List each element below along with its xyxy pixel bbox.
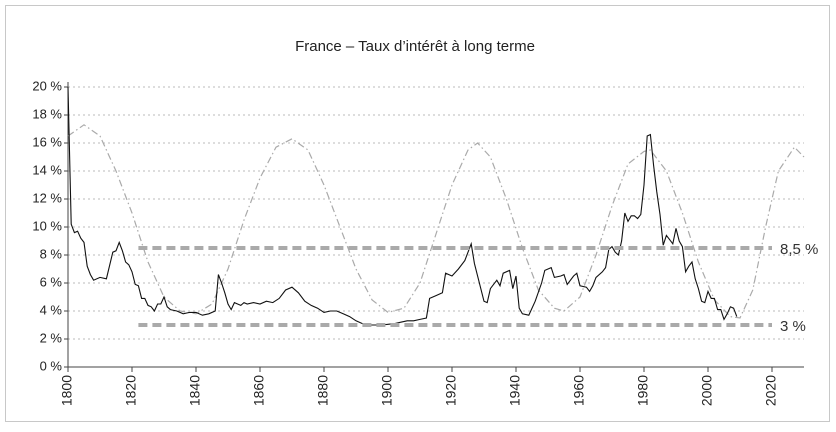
- reference-label: 3 %: [780, 318, 806, 335]
- x-tick-label: 2020: [763, 375, 779, 406]
- y-tick-label: 8 %: [40, 246, 63, 261]
- x-tick-label: 1860: [251, 375, 267, 406]
- y-tick-label: 12 %: [32, 190, 62, 205]
- x-tick-label: 1940: [507, 375, 523, 406]
- y-tick-label: 16 %: [32, 134, 62, 149]
- x-tick-label: 2000: [699, 375, 715, 406]
- chart-title: France – Taux d’intérêt à long terme: [295, 38, 535, 55]
- x-tick-label: 1920: [443, 375, 459, 406]
- x-tick-label: 1820: [123, 375, 139, 406]
- y-tick-label: 10 %: [32, 218, 62, 233]
- y-tick-label: 6 %: [40, 274, 63, 289]
- y-tick-label: 20 %: [32, 78, 62, 93]
- x-tick-label: 1980: [635, 375, 651, 406]
- y-tick-label: 14 %: [32, 162, 62, 177]
- y-tick-label: 18 %: [32, 106, 62, 121]
- x-tick-label: 1840: [187, 375, 203, 406]
- series-line: [67, 86, 738, 326]
- y-tick-label: 2 %: [40, 330, 63, 345]
- x-tick-label: 1880: [315, 375, 331, 406]
- series-line: [67, 124, 805, 319]
- x-tick-label: 1960: [571, 375, 587, 406]
- y-tick-label: 4 %: [40, 302, 63, 317]
- reference-label: 8,5 %: [780, 241, 818, 258]
- y-tick-label: 0 %: [40, 358, 63, 373]
- x-tick-label: 1800: [59, 375, 75, 406]
- chart-frame: [5, 5, 830, 422]
- x-tick-label: 1900: [379, 375, 395, 406]
